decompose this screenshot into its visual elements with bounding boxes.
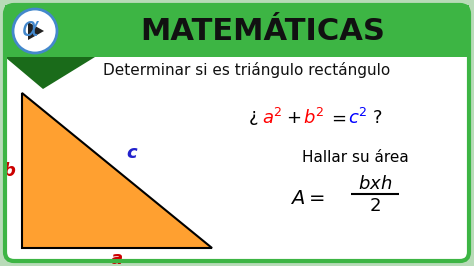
Text: b: b <box>2 161 16 180</box>
Polygon shape <box>22 93 212 248</box>
Text: a: a <box>111 250 123 266</box>
Text: $b^2$: $b^2$ <box>303 108 325 128</box>
Text: $A =$: $A =$ <box>290 189 325 207</box>
Circle shape <box>13 9 57 53</box>
Text: Hallar su área: Hallar su área <box>301 151 409 165</box>
Text: c: c <box>127 143 137 161</box>
Text: $\alpha$: $\alpha$ <box>21 16 40 41</box>
Polygon shape <box>28 22 44 40</box>
FancyBboxPatch shape <box>5 5 469 57</box>
Text: $2$: $2$ <box>369 197 381 215</box>
Text: Determinar si es triángulo rectángulo: Determinar si es triángulo rectángulo <box>103 62 391 78</box>
FancyBboxPatch shape <box>5 5 469 261</box>
Text: $=$: $=$ <box>328 109 346 127</box>
Polygon shape <box>5 57 95 89</box>
Text: $bxh$: $bxh$ <box>358 175 392 193</box>
Text: $a^2$: $a^2$ <box>262 108 283 128</box>
Text: $?$: $?$ <box>372 109 382 127</box>
Text: $c^2$: $c^2$ <box>348 108 367 128</box>
Text: $¿$: $¿$ <box>248 109 258 127</box>
Polygon shape <box>5 5 469 57</box>
Text: $+$: $+$ <box>286 109 301 127</box>
Text: MATEMÁTICAS: MATEMÁTICAS <box>141 16 385 45</box>
